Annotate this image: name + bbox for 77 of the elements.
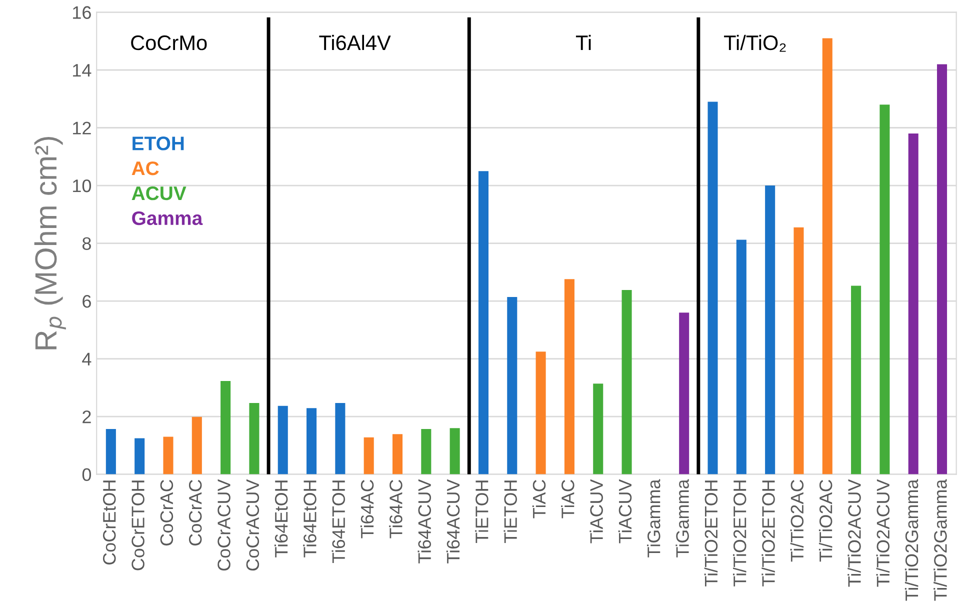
bar — [507, 296, 518, 474]
bar — [364, 437, 374, 474]
bar — [736, 240, 746, 474]
bar — [192, 416, 202, 474]
bar — [622, 290, 632, 474]
x-tick-label: TiGamma — [676, 479, 689, 558]
x-tick-label: TiETOH — [475, 480, 488, 543]
bar — [936, 64, 948, 474]
x-tick-label: Ti64EtOH — [274, 480, 288, 558]
y-tick-label: 12 — [73, 122, 91, 134]
x-tick-label: Ti/TiO2Gamma — [904, 479, 918, 601]
x-tick-label: CoCrACUV — [246, 479, 260, 571]
x-tick-label: TiAC — [532, 480, 546, 518]
text: ETOH — [132, 136, 184, 150]
bar — [134, 438, 145, 474]
bar — [564, 279, 574, 474]
bar — [163, 436, 174, 474]
bar — [880, 104, 890, 474]
x-tick-label: CoCrAC — [188, 480, 202, 546]
y-axis-title: R$_{p}$ (MOhm cm²) — [34, 136, 66, 350]
annotation: Ti/TiO₂ — [724, 34, 786, 52]
y-tick-label: 6 — [82, 294, 91, 308]
bar — [450, 428, 460, 474]
bar — [478, 171, 488, 474]
x-tick-label: TiAC — [561, 480, 574, 518]
bar — [106, 428, 116, 474]
y-tick-label: 2 — [82, 410, 91, 424]
x-tick-label: CoCrACUV — [218, 479, 230, 571]
x-tick-label: Ti/TiO2ACUV — [876, 479, 890, 587]
bar — [278, 406, 288, 474]
y-tick-label: 16 — [73, 6, 91, 19]
bar — [536, 352, 546, 474]
x-tick-label: Ti64AC — [360, 480, 374, 538]
x-tick-label: Ti64ACUV — [446, 479, 460, 564]
bar — [421, 428, 432, 474]
bar — [822, 38, 832, 474]
x-tick-label: Ti/TiO2ETOH — [762, 480, 775, 586]
bar — [220, 381, 231, 474]
bar — [679, 312, 690, 474]
annotation: CoCrMo — [131, 35, 207, 50]
y-tick-label: 4 — [82, 352, 92, 366]
bar — [794, 227, 804, 474]
x-tick-label: TiACUV — [618, 479, 632, 544]
x-tick-label: Ti64ETOH — [332, 480, 346, 564]
bar — [335, 402, 346, 474]
text: ACUV — [132, 186, 186, 200]
x-tick-label: Ti/TiO2Gamma — [934, 479, 947, 601]
x-tick-label: Ti/TiO2ETOH — [732, 480, 746, 586]
x-tick-label: Ti/TiO2AC — [818, 480, 832, 562]
bar — [708, 102, 718, 474]
y-tick-label: 14 — [73, 64, 92, 77]
annotation: Ti6Al4V — [319, 34, 391, 50]
annotation: Ti — [576, 34, 591, 50]
x-tick-label: CoCrETOH — [132, 480, 144, 570]
bar — [851, 286, 862, 474]
x-tick-label: TiGamma — [647, 479, 660, 558]
x-tick-label: TiACUV — [590, 479, 603, 544]
bar — [908, 134, 918, 474]
bar — [306, 408, 317, 474]
bar — [765, 186, 776, 474]
y-tick-label: 0 — [82, 468, 92, 482]
x-tick-label: CoCrAC — [160, 480, 174, 546]
x-tick-label: TiETOH — [504, 480, 517, 543]
x-tick-label: Ti64AC — [389, 480, 402, 538]
x-tick-label: CoCrEtOH — [102, 480, 116, 565]
bar — [392, 434, 403, 474]
text: Gamma — [132, 211, 203, 226]
x-tick-label: Ti64ACUV — [418, 479, 432, 564]
bar — [249, 402, 260, 474]
y-tick-label: 8 — [82, 237, 91, 250]
x-tick-label: Ti/TiO2ETOH — [704, 480, 718, 586]
x-tick-label: Ti/TiO2ACUV — [848, 479, 861, 587]
y-tick-label: 10 — [73, 179, 92, 192]
text: AC — [132, 161, 159, 176]
x-tick-label: Ti/TiO2AC — [790, 480, 804, 562]
x-tick-label: Ti64EtOH — [303, 480, 316, 558]
bar — [593, 384, 604, 474]
